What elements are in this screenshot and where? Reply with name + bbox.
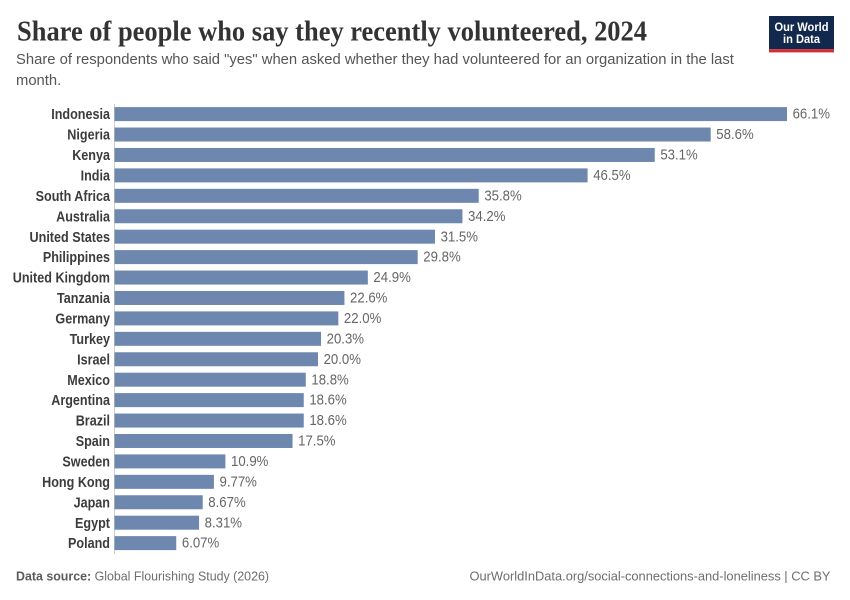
- svg-text:22.0%: 22.0%: [344, 309, 382, 326]
- svg-text:Indonesia: Indonesia: [51, 105, 110, 122]
- svg-text:18.8%: 18.8%: [311, 370, 349, 387]
- svg-text:Kenya: Kenya: [72, 146, 110, 163]
- svg-text:Japan: Japan: [74, 493, 110, 510]
- svg-text:29.8%: 29.8%: [423, 248, 461, 265]
- svg-text:United States: United States: [30, 228, 111, 245]
- svg-text:9.77%: 9.77%: [220, 473, 258, 490]
- svg-text:Philippines: Philippines: [43, 248, 110, 265]
- svg-text:31.5%: 31.5%: [441, 227, 479, 244]
- svg-text:Data source: Global Flourishin: Data source: Global Flourishing Study (2…: [16, 569, 269, 583]
- svg-text:India: India: [81, 166, 111, 183]
- svg-text:8.31%: 8.31%: [205, 513, 243, 530]
- svg-text:22.6%: 22.6%: [350, 289, 388, 306]
- svg-text:53.1%: 53.1%: [660, 146, 698, 163]
- svg-text:Mexico: Mexico: [67, 371, 110, 388]
- svg-text:34.2%: 34.2%: [468, 207, 506, 224]
- svg-text:18.6%: 18.6%: [309, 411, 347, 428]
- svg-text:Sweden: Sweden: [62, 452, 110, 469]
- svg-text:6.07%: 6.07%: [182, 534, 220, 551]
- svg-text:Tanzania: Tanzania: [57, 289, 110, 306]
- svg-text:United Kingdom: United Kingdom: [13, 269, 110, 286]
- svg-text:Germany: Germany: [55, 309, 110, 326]
- svg-text:Share of people who say they r: Share of people who say they recently vo…: [17, 16, 647, 48]
- svg-text:46.5%: 46.5%: [593, 166, 631, 183]
- svg-text:Israel: Israel: [77, 350, 110, 367]
- svg-text:Our World: Our World: [775, 20, 829, 34]
- svg-text:8.67%: 8.67%: [208, 493, 246, 510]
- svg-text:24.9%: 24.9%: [373, 268, 411, 285]
- svg-text:OurWorldInData.org/social-conn: OurWorldInData.org/social-connections-an…: [470, 569, 832, 583]
- svg-text:Egypt: Egypt: [75, 514, 110, 531]
- svg-text:10.9%: 10.9%: [231, 452, 269, 469]
- svg-text:Spain: Spain: [76, 432, 110, 449]
- svg-text:18.6%: 18.6%: [309, 391, 347, 408]
- svg-text:17.5%: 17.5%: [298, 432, 336, 449]
- svg-text:58.6%: 58.6%: [716, 125, 754, 142]
- svg-text:Brazil: Brazil: [76, 412, 110, 429]
- svg-text:35.8%: 35.8%: [484, 187, 522, 204]
- svg-text:66.1%: 66.1%: [793, 105, 831, 122]
- svg-text:Nigeria: Nigeria: [67, 126, 110, 143]
- svg-text:Australia: Australia: [56, 207, 110, 224]
- svg-text:Turkey: Turkey: [70, 330, 111, 347]
- svg-text:Hong Kong: Hong Kong: [42, 473, 110, 490]
- svg-text:Poland: Poland: [68, 534, 110, 551]
- svg-text:in Data: in Data: [783, 32, 820, 46]
- svg-text:20.0%: 20.0%: [324, 350, 362, 367]
- svg-text:Argentina: Argentina: [51, 391, 110, 408]
- svg-text:20.3%: 20.3%: [327, 330, 365, 347]
- svg-text:South Africa: South Africa: [36, 187, 111, 204]
